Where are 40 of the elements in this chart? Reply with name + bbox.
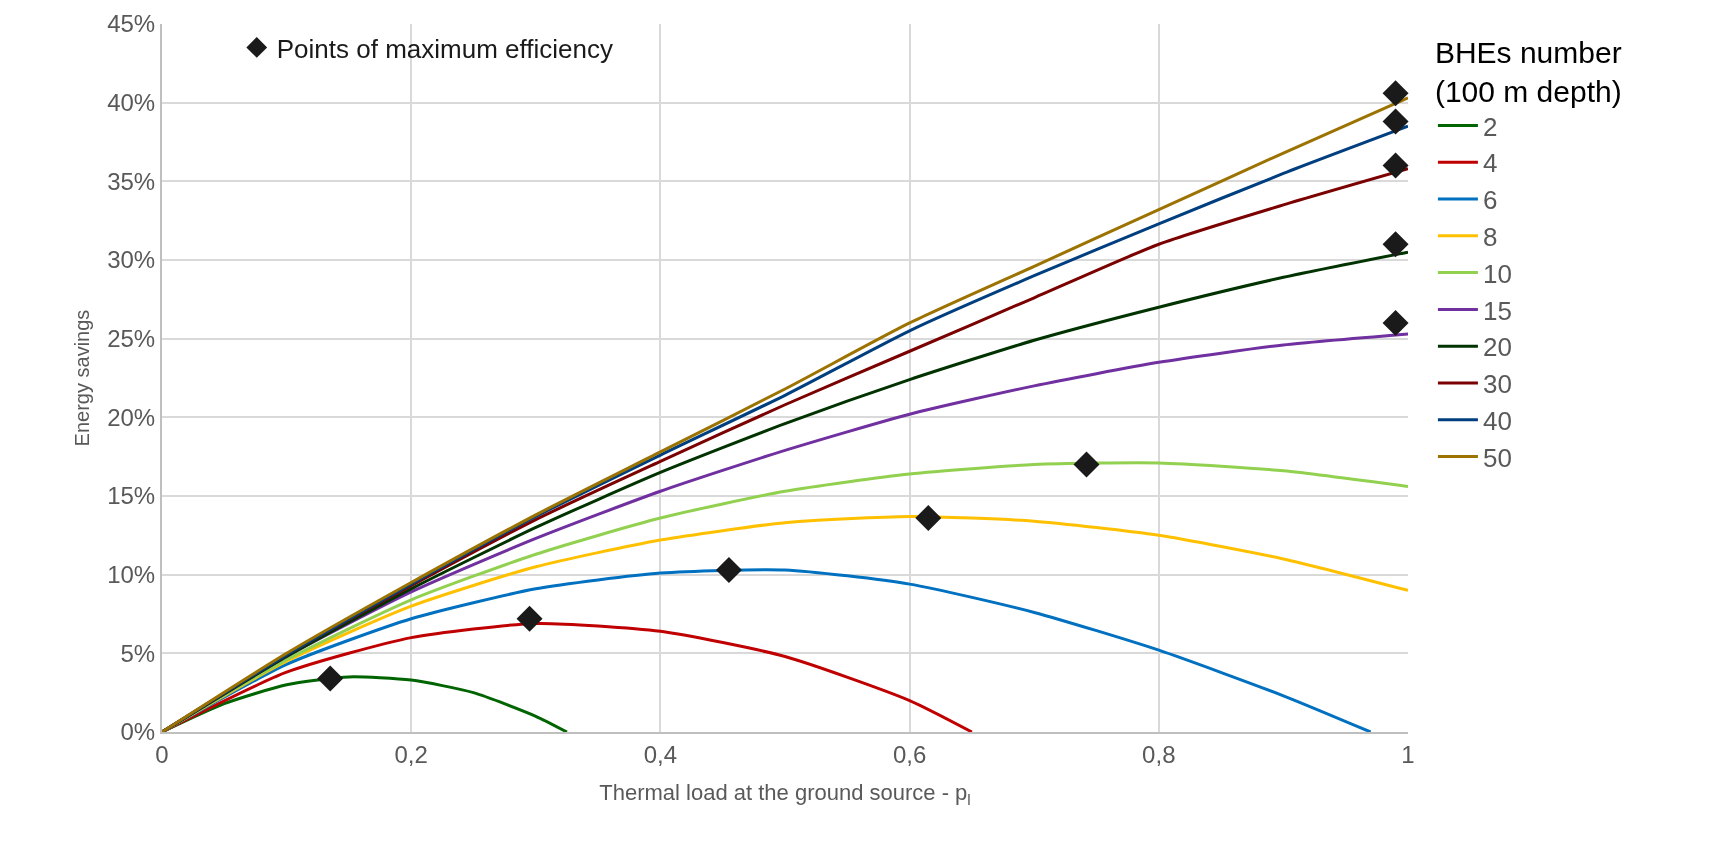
point [317,665,344,692]
y-axis-title: Energy savings [71,309,94,447]
y-tick-label: 0% [120,718,156,746]
point [1382,108,1409,135]
point [715,556,742,583]
x-tick-label: 0 [155,740,169,768]
y-tick-label: 45% [107,10,156,38]
legend-label: 40 [1482,405,1512,436]
y-tick-label: 40% [107,89,156,117]
point [1382,152,1409,179]
point [516,605,543,632]
x-tick-label: 0,4 [643,740,678,768]
y-tick-label: 35% [107,167,156,195]
y-tick-label: 20% [107,403,156,431]
y-tick-label: 30% [107,246,156,274]
legend-label: 10 [1482,258,1512,289]
y-tick-label: 5% [120,639,156,667]
point [1382,231,1409,258]
legend-label: 50 [1482,442,1512,473]
legend-label: 6 [1482,185,1498,216]
legend-label: 2 [1482,111,1498,142]
x-tick-label: 1 [1401,740,1415,768]
y-tick-label: 15% [107,482,156,510]
point [1382,80,1409,107]
legend-label: 30 [1482,369,1512,400]
legend-title: BHEs number (100 m depth) [1434,36,1622,108]
y-tick-label: 10% [107,561,156,589]
point [915,505,942,532]
legend-label: 4 [1482,148,1498,179]
legend-label: 20 [1482,332,1512,363]
x-tick-label: 0,2 [394,740,428,768]
legend-label: 15 [1482,295,1512,326]
x-tick-label: 0,8 [1142,740,1176,768]
legend-label: Points of maximum efficiency [276,33,613,64]
point [1073,451,1100,478]
x-tick-label: 0,6 [892,740,927,768]
y-tick-label: 25% [107,325,156,353]
x-axis-title: Thermal load at the ground source - p$_{l}$ [599,780,971,808]
legend-label: 8 [1482,221,1498,252]
point [1382,309,1409,336]
